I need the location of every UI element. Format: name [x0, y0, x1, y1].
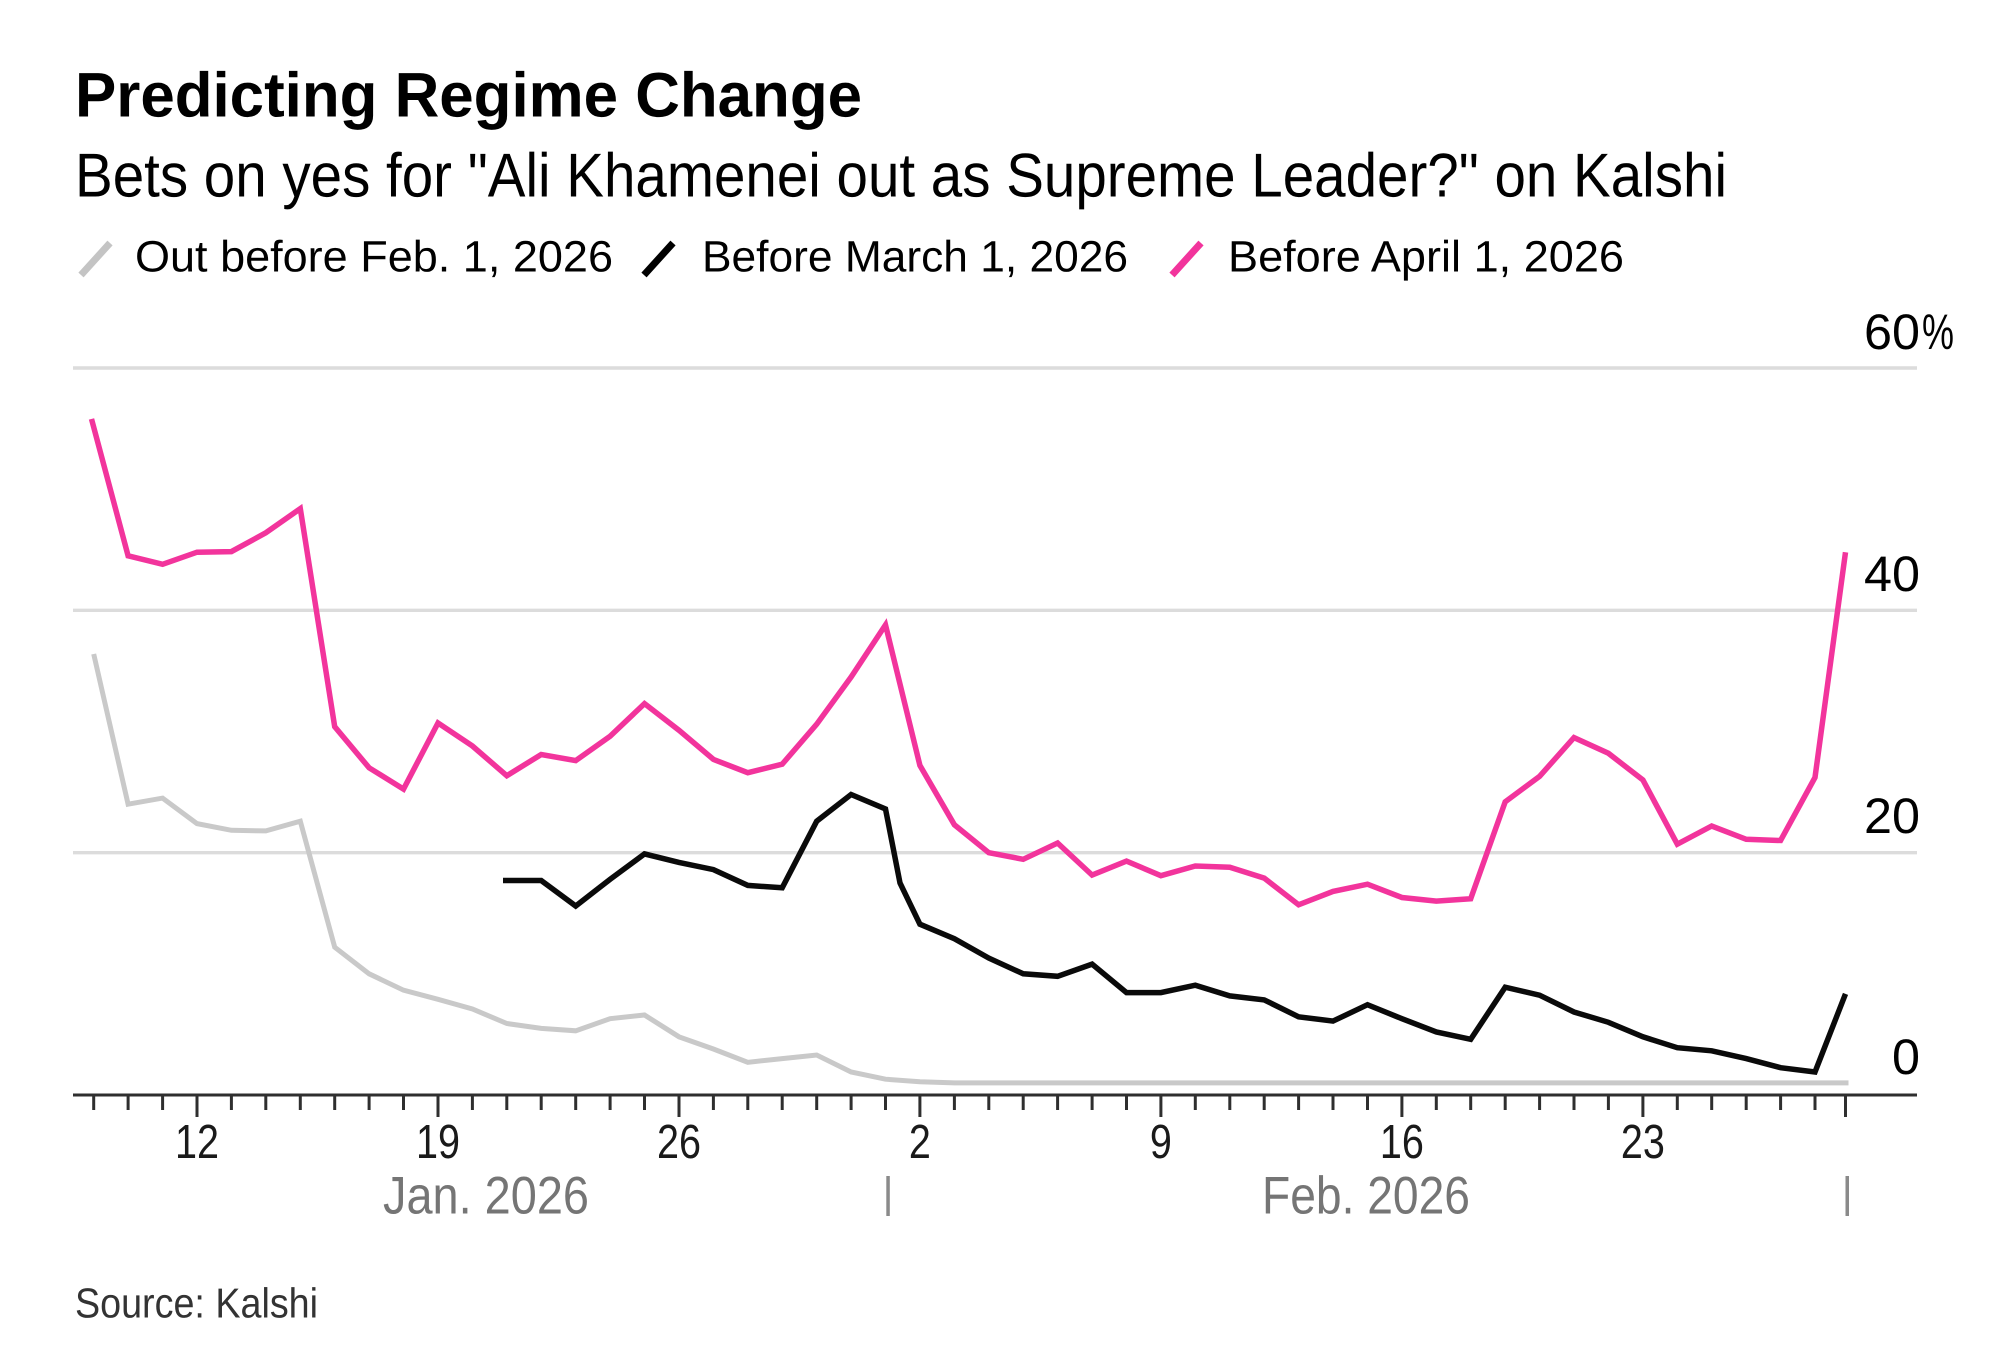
svg-text:Out before Feb. 1, 2026: Out before Feb. 1, 2026: [135, 233, 613, 282]
svg-text:Bets on yes for "Ali Khamenei: Bets on yes for "Ali Khamenei out as Sup…: [75, 142, 1727, 211]
svg-text:Feb. 2026: Feb. 2026: [1262, 1167, 1470, 1226]
svg-text:%: %: [1922, 304, 1954, 360]
svg-text:12: 12: [175, 1116, 219, 1169]
svg-text:19: 19: [416, 1116, 460, 1169]
svg-text:0: 0: [1892, 1029, 1920, 1085]
svg-text:23: 23: [1621, 1116, 1665, 1169]
svg-text:60: 60: [1864, 304, 1920, 360]
svg-text:Before April 1, 2026: Before April 1, 2026: [1228, 233, 1624, 282]
svg-text:26: 26: [657, 1116, 701, 1169]
svg-text:Jan. 2026: Jan. 2026: [383, 1167, 589, 1226]
svg-text:40: 40: [1864, 546, 1920, 602]
svg-text:20: 20: [1864, 788, 1920, 844]
svg-text:Source: Kalshi: Source: Kalshi: [75, 1280, 318, 1327]
svg-text:Predicting Regime Change: Predicting Regime Change: [75, 61, 862, 131]
svg-text:2: 2: [909, 1116, 931, 1169]
svg-text:9: 9: [1150, 1116, 1172, 1169]
svg-text:16: 16: [1380, 1116, 1424, 1169]
svg-text:Before March 1, 2026: Before March 1, 2026: [702, 233, 1128, 282]
